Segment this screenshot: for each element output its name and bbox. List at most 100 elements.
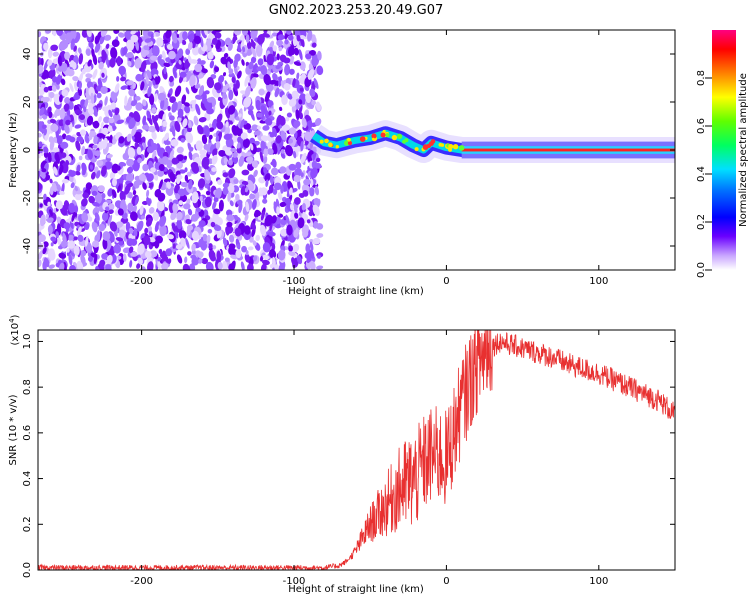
noise-blob xyxy=(107,125,113,133)
noise-blob xyxy=(177,188,186,197)
noise-blob xyxy=(91,201,100,207)
noise-blob xyxy=(128,117,136,130)
noise-blob xyxy=(101,211,109,222)
noise-blob xyxy=(266,141,272,150)
noise-blob xyxy=(177,48,184,59)
noise-blob xyxy=(276,53,280,61)
noise-blob xyxy=(278,115,286,126)
noise-blob xyxy=(171,157,179,165)
noise-blob xyxy=(172,67,178,79)
ridge-peak xyxy=(396,133,403,139)
noise-blob xyxy=(185,48,191,55)
noise-blob xyxy=(241,59,245,66)
noise-blob xyxy=(106,241,112,252)
noise-blob xyxy=(223,133,232,141)
noise-blob xyxy=(247,156,253,165)
noise-blob xyxy=(101,49,107,61)
noise-blob xyxy=(253,169,258,177)
noise-blob xyxy=(43,193,47,200)
noise-blob xyxy=(308,160,313,169)
noise-blob xyxy=(94,192,103,204)
noise-blob xyxy=(260,105,266,111)
noise-blob xyxy=(59,107,66,120)
noise-blob xyxy=(141,49,150,56)
noise-blob xyxy=(288,138,294,144)
noise-blob xyxy=(42,247,47,255)
noise-blob xyxy=(278,46,283,52)
snr-panel: -200 -100 0 100 0.0 0.2 0.4 0.6 0.8 1.0 Height o… xyxy=(8,314,676,595)
noise-blob xyxy=(250,77,257,89)
noise-blob xyxy=(55,200,63,210)
noise-blob xyxy=(240,186,246,196)
noise-blob xyxy=(244,214,249,222)
noise-blob xyxy=(229,200,234,207)
noise-blob xyxy=(195,103,201,116)
noise-blob xyxy=(87,106,94,115)
noise-blob xyxy=(63,103,70,112)
noise-blob xyxy=(218,74,225,84)
noise-blob xyxy=(46,217,54,223)
noise-blob xyxy=(51,30,57,37)
noise-blob xyxy=(299,61,306,71)
x-tick-label: 100 xyxy=(589,276,608,287)
colorbar-tick-label: 0.0 xyxy=(696,262,707,278)
noise-blob xyxy=(233,83,238,92)
noise-blob xyxy=(75,190,83,195)
noise-blob xyxy=(263,156,268,164)
noise-blob xyxy=(213,208,221,215)
noise-blob xyxy=(234,53,241,62)
noise-blob xyxy=(215,141,221,150)
noise-blob xyxy=(245,201,250,213)
noise-blob xyxy=(223,52,229,58)
noise-blob xyxy=(54,110,58,118)
noise-blob xyxy=(194,63,203,73)
noise-blob xyxy=(182,118,188,128)
noise-blob xyxy=(184,174,189,182)
noise-blob xyxy=(87,149,93,160)
noise-blob xyxy=(245,250,249,256)
noise-blob xyxy=(73,94,81,101)
noise-blob xyxy=(255,234,261,242)
noise-blob xyxy=(228,89,234,101)
noise-blob xyxy=(146,69,152,80)
noise-blob xyxy=(126,172,134,183)
noise-blob xyxy=(51,85,57,92)
noise-blob xyxy=(96,133,105,138)
noise-blob xyxy=(96,92,102,99)
noise-blob xyxy=(257,33,265,45)
noise-blob xyxy=(206,107,214,115)
noise-blob xyxy=(142,30,151,40)
noise-blob xyxy=(262,254,270,260)
noise-blob xyxy=(218,149,227,157)
noise-blob xyxy=(150,33,154,40)
noise-blob xyxy=(156,200,165,212)
noise-blob xyxy=(158,164,165,172)
noise-blob xyxy=(50,123,59,133)
noise-blob xyxy=(76,260,84,270)
noise-blob xyxy=(63,222,71,230)
noise-blob xyxy=(118,136,125,144)
noise-blob xyxy=(133,228,138,237)
noise-blob xyxy=(207,228,213,234)
noise-blob xyxy=(310,178,314,187)
noise-blob xyxy=(160,98,165,110)
noise-blob xyxy=(263,167,268,175)
noise-blob xyxy=(244,75,250,87)
noise-blob xyxy=(251,46,257,58)
noise-blob xyxy=(100,121,104,129)
noise-blob xyxy=(126,158,134,167)
noise-blob xyxy=(38,64,44,74)
noise-blob xyxy=(272,188,278,195)
noise-blob xyxy=(284,144,294,157)
noise-blob xyxy=(69,83,74,92)
snr-multiplier-exp: 4 xyxy=(8,318,16,323)
noise-blob xyxy=(142,182,147,190)
noise-blob xyxy=(286,30,292,35)
noise-blob xyxy=(224,37,232,46)
noise-blob xyxy=(250,143,254,151)
noise-blob xyxy=(240,132,248,140)
noise-blob xyxy=(300,36,305,48)
noise-blob xyxy=(124,95,128,107)
noise-blob xyxy=(228,68,234,75)
